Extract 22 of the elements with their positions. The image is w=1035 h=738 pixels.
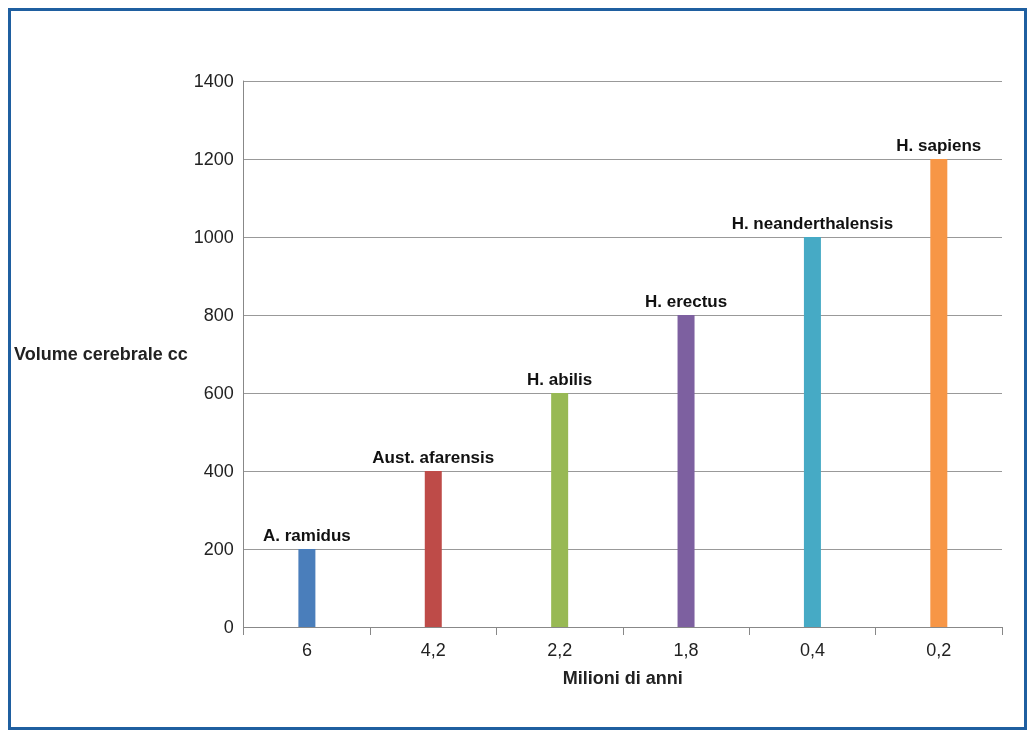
y-tick-label: 1000 (193, 227, 234, 247)
y-tick-label: 0 (223, 617, 234, 637)
y-axis-title: Volume cerebrale cc (14, 344, 188, 364)
series-label: H. erectus (644, 292, 728, 311)
x-tick-label: 0,2 (926, 640, 952, 660)
y-tick-label: 400 (203, 461, 234, 481)
y-tick-label: 600 (203, 383, 234, 403)
y-tick-label: 800 (203, 305, 234, 325)
x-tick-label: 6 (301, 640, 312, 660)
x-tick-label: 0,4 (799, 640, 825, 660)
series-label: A. ramidus (262, 526, 351, 545)
series-label: Aust. afarensis (372, 448, 495, 467)
y-tick-label: 1200 (193, 149, 234, 169)
x-tick-label: 4,2 (420, 640, 446, 660)
y-tick-label: 200 (203, 539, 234, 559)
x-tick-label: 2,2 (547, 640, 573, 660)
series-label: H. sapiens (896, 136, 982, 155)
x-axis-title: Milioni di anni (562, 668, 683, 688)
series-label: H. abilis (527, 370, 593, 389)
x-tick-label: 1,8 (673, 640, 699, 660)
y-tick-label: 1400 (193, 71, 234, 91)
series-label: H. neanderthalensis (731, 214, 894, 233)
